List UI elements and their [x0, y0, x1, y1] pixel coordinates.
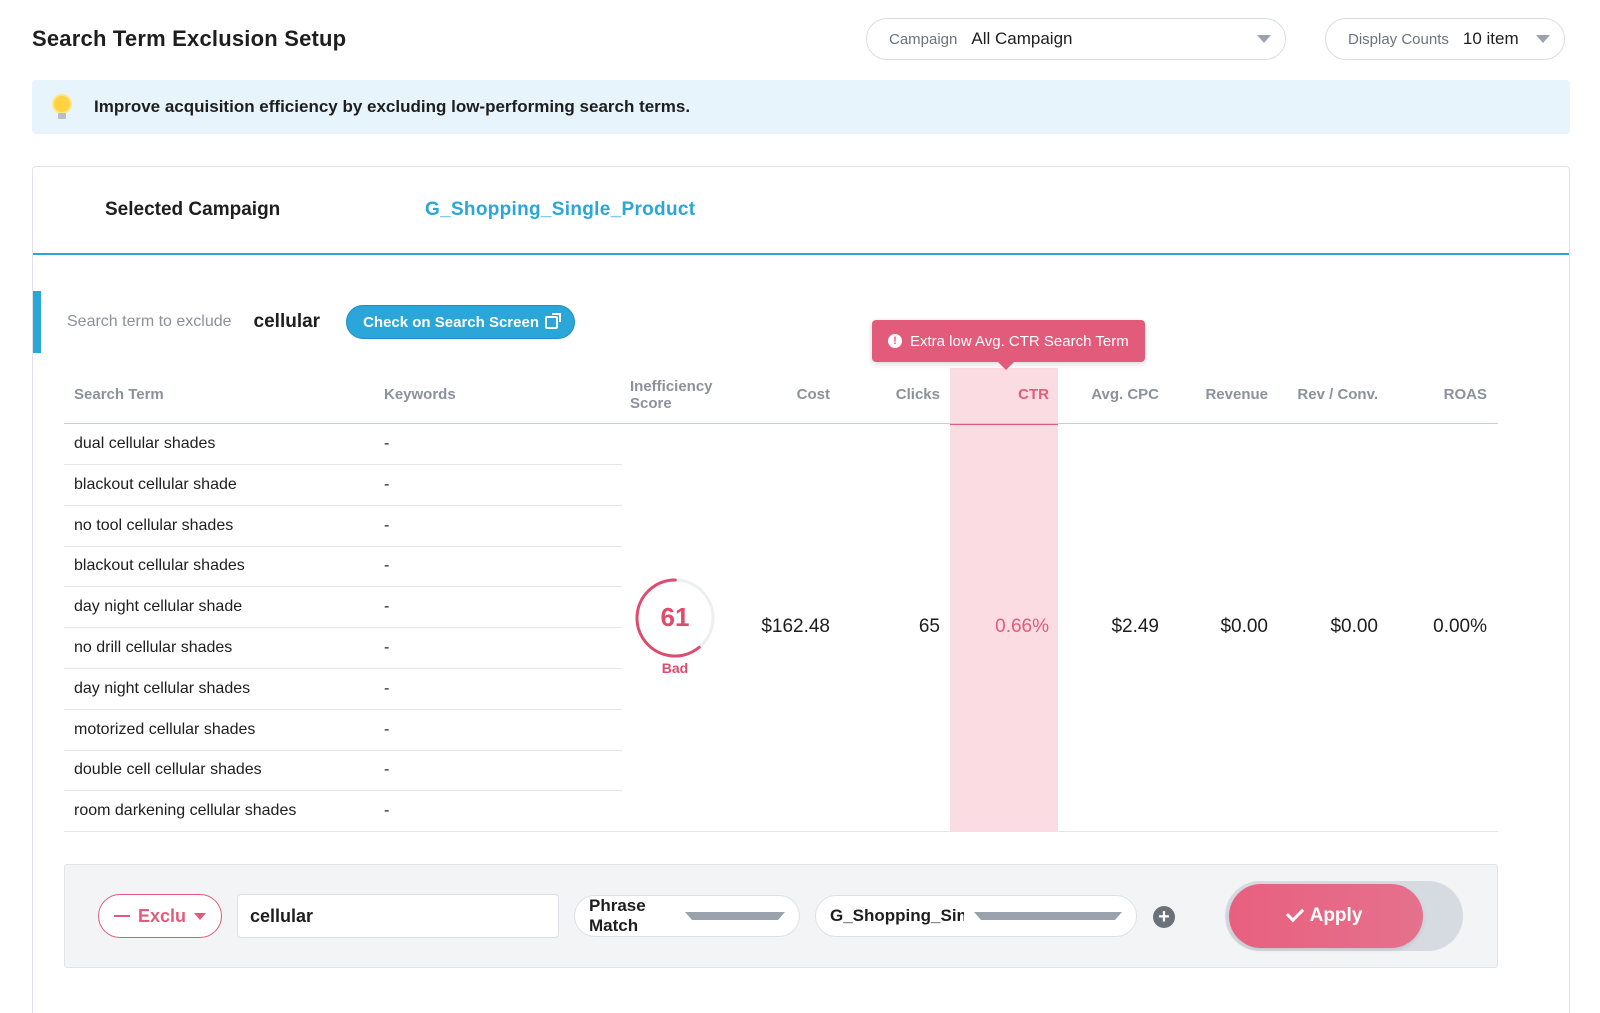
- chevron-down-icon: [194, 912, 207, 920]
- col-header-ctr: CTR: [1018, 386, 1049, 403]
- rev-conv-value: $0.00: [1330, 616, 1378, 637]
- apply-button-label: Apply: [1309, 905, 1363, 926]
- accent-bar: [33, 291, 41, 353]
- display-counts-label: Display Counts: [1348, 30, 1449, 48]
- search-term-cell: blackout cellular shade: [74, 475, 237, 493]
- table-row: day night cellular shade -: [64, 587, 622, 629]
- selected-campaign-label: Selected Campaign: [105, 199, 281, 220]
- chevron-down-icon: [1257, 35, 1271, 43]
- exclusion-form: Exclu Phrase Match G_Shopping_Single_Pro…: [64, 864, 1498, 968]
- keyword-cell: -: [384, 802, 390, 820]
- display-counts-value: 10 item: [1462, 29, 1519, 48]
- search-term-cell: no drill cellular shades: [74, 639, 233, 656]
- minus-icon: [113, 915, 130, 917]
- inefficiency-score-label: Bad: [661, 660, 689, 676]
- check-search-screen-label: Check on Search Screen: [363, 313, 539, 331]
- external-link-icon: [545, 312, 561, 329]
- keyword-cell: -: [384, 435, 390, 452]
- display-counts-select[interactable]: Display Counts 10 item: [1325, 18, 1565, 60]
- keyword-cell: -: [384, 516, 390, 534]
- alert-circle-icon: !: [888, 334, 902, 348]
- table-row: dual cellular shades -: [64, 424, 622, 465]
- search-term-cell: dual cellular shades: [74, 435, 216, 452]
- table-header-divider: [64, 423, 1498, 424]
- table-row: no tool cellular shades -: [64, 506, 622, 547]
- campaign-filter-select[interactable]: Campaign All Campaign: [866, 18, 1286, 60]
- campaign-filter-label: Campaign: [889, 30, 958, 48]
- table-row: day night cellular shades -: [64, 669, 622, 710]
- col-header-clicks: Clicks: [895, 386, 940, 403]
- card-header: Selected Campaign G_Shopping_Single_Prod…: [33, 167, 1569, 255]
- keyword-cell: -: [384, 598, 390, 616]
- col-header-cost: Cost: [796, 386, 830, 403]
- search-term-cell: blackout cellular shades: [74, 557, 245, 575]
- table-row: blackout cellular shades -: [64, 546, 622, 588]
- col-header-search-term: Search Term: [74, 386, 164, 403]
- apply-button[interactable]: Apply: [1229, 884, 1423, 948]
- keyword-cell: -: [384, 557, 390, 575]
- exclusion-term-input[interactable]: [237, 894, 559, 938]
- keyword-cell: -: [384, 639, 390, 656]
- info-banner-text: Improve acquisition efficiency by exclud…: [94, 97, 691, 116]
- keyword-cell: -: [384, 720, 390, 738]
- search-term-cell: double cell cellular shades: [74, 761, 262, 779]
- lightbulb-icon: [50, 92, 74, 122]
- ctr-tooltip: ! Extra low Avg. CTR Search Term: [872, 320, 1145, 370]
- col-header-inefficiency-line1: Inefficiency: [630, 378, 713, 395]
- inefficiency-score-value: 61: [660, 602, 690, 632]
- exclude-term-label: Search term to exclude: [67, 313, 232, 330]
- exclude-mode-dropdown[interactable]: Exclu: [98, 894, 222, 938]
- ctr-tooltip-text: Extra low Avg. CTR Search Term: [910, 332, 1129, 350]
- selected-campaign-value[interactable]: G_Shopping_Single_Product: [425, 199, 696, 220]
- search-term-cell: day night cellular shades: [74, 679, 251, 697]
- check-search-screen-button[interactable]: Check on Search Screen: [346, 305, 575, 339]
- chevron-down-icon: [1536, 35, 1550, 43]
- avg-cpc-value: $2.49: [1111, 616, 1159, 637]
- ctr-column-underline: [950, 423, 1058, 425]
- keyword-cell: -: [384, 761, 390, 779]
- col-header-avg-cpc: Avg. CPC: [1091, 386, 1159, 403]
- cost-value: $162.48: [761, 616, 830, 637]
- exclude-term-value: cellular: [253, 311, 321, 332]
- table-row: room darkening cellular shades -: [64, 791, 622, 833]
- page-title: Search Term Exclusion Setup: [32, 26, 347, 51]
- col-header-revenue: Revenue: [1205, 386, 1268, 403]
- add-plus-icon[interactable]: +: [1153, 906, 1175, 928]
- ctr-column-highlight: [950, 368, 1058, 832]
- campaign-filter-value: All Campaign: [971, 29, 1073, 48]
- col-header-rev-conv: Rev / Conv.: [1297, 386, 1378, 403]
- table-row: motorized cellular shades -: [64, 710, 622, 751]
- table-bottom-divider: [64, 831, 1498, 832]
- ctr-value: 0.66%: [995, 616, 1049, 637]
- match-type-select[interactable]: Phrase Match: [574, 895, 800, 937]
- inefficiency-score-gauge: [635, 578, 715, 658]
- col-header-keywords: Keywords: [384, 386, 456, 403]
- exclude-term-row: Search term to exclude cellular Check on…: [33, 291, 733, 353]
- col-header-inefficiency-score: Inefficiency Score: [630, 378, 713, 412]
- col-header-roas: ROAS: [1443, 386, 1487, 403]
- match-type-value: Phrase Match: [589, 896, 646, 935]
- exclude-mode-label: Exclu: [137, 905, 187, 926]
- search-term-cell: motorized cellular shades: [74, 720, 256, 738]
- check-icon: [1285, 903, 1304, 923]
- keyword-cell: -: [384, 475, 390, 493]
- target-campaign-select[interactable]: G_Shopping_Single_Product/Campaign: [815, 895, 1137, 937]
- search-term-cell: room darkening cellular shades: [74, 802, 297, 820]
- roas-value: 0.00%: [1433, 616, 1487, 637]
- table-row: no drill cellular shades -: [64, 628, 622, 669]
- table-row: blackout cellular shade -: [64, 465, 622, 506]
- search-term-cell: no tool cellular shades: [74, 516, 234, 534]
- table-row: double cell cellular shades -: [64, 750, 622, 792]
- keyword-cell: -: [384, 679, 390, 697]
- target-campaign-value: G_Shopping_Single_Product/Campaign: [830, 906, 964, 925]
- chevron-down-icon: [974, 912, 1122, 920]
- clicks-value: 65: [918, 616, 940, 637]
- search-term-cell: day night cellular shade: [74, 598, 243, 616]
- col-header-inefficiency-line2: Score: [630, 395, 672, 412]
- revenue-value: $0.00: [1220, 616, 1268, 637]
- info-banner: Improve acquisition efficiency by exclud…: [32, 80, 1570, 134]
- chevron-down-icon: [685, 912, 785, 920]
